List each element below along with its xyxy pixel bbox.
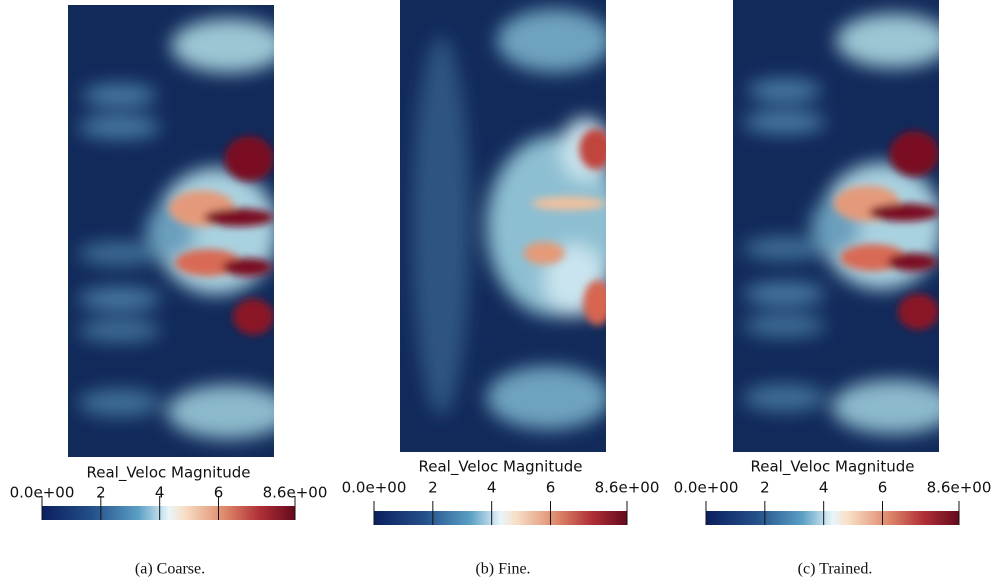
- field-blob: [868, 203, 939, 222]
- field-image: [733, 0, 939, 452]
- colorbar-tick-label: 0.0e+00: [674, 479, 739, 497]
- field-blob: [747, 79, 822, 102]
- colorbar: [42, 506, 295, 520]
- field-blob: [743, 282, 826, 306]
- field-blob: [232, 298, 274, 335]
- field-blob: [523, 241, 565, 265]
- field-image: [400, 0, 606, 452]
- hot-layer: [523, 128, 606, 326]
- field-blob: [897, 293, 939, 330]
- colorbar: [374, 511, 627, 525]
- panel: Real_Veloc Magnitude 0.0e+00 2 4 6 8.6e+00 (b)…: [342, 0, 660, 578]
- field-blob: [496, 9, 606, 73]
- colorbar-tick-label: 2: [428, 479, 438, 497]
- field-blob: [78, 319, 161, 342]
- field-blob: [486, 366, 606, 430]
- colorbar-tick-label: 0.0e+00: [10, 484, 75, 502]
- panel: Real_Veloc Magnitude 0.0e+00 2 4 6 8.6e+00 (a)…: [10, 5, 328, 578]
- field-blob: [78, 115, 161, 139]
- field-blob: [889, 131, 939, 177]
- caption: (a) Coarse.: [135, 561, 205, 578]
- colorbar-tick-label: 4: [819, 479, 829, 497]
- colorbar-tick-label: 8.6e+00: [927, 479, 992, 497]
- field-image: [68, 5, 274, 457]
- field-blob: [579, 128, 606, 170]
- field-blob: [743, 237, 826, 260]
- field-blob: [831, 379, 939, 434]
- field-blob: [224, 136, 274, 182]
- colorbar-tick-label: 8.6e+00: [263, 484, 328, 502]
- field-blob: [412, 36, 471, 416]
- field-blob: [743, 314, 826, 337]
- field-blob: [222, 258, 272, 277]
- field-blob: [78, 389, 161, 417]
- colorbar-tick-label: 6: [214, 484, 224, 502]
- soft-layer: [412, 9, 606, 430]
- field-blob: [82, 84, 157, 107]
- caption: (b) Fine.: [475, 561, 530, 578]
- field-blob: [887, 253, 937, 272]
- colorbar-tick-label: 8.6e+00: [595, 479, 660, 497]
- colorbar-title: Real_Veloc Magnitude: [419, 458, 583, 477]
- colorbar-title: Real_Veloc Magnitude: [87, 464, 251, 483]
- caption: (c) Trained.: [798, 561, 873, 578]
- field-blob: [78, 242, 161, 265]
- field-blob: [743, 110, 826, 134]
- hot-layer: [833, 131, 939, 330]
- colorbar-tick-label: 2: [760, 479, 770, 497]
- hot-layer: [168, 136, 274, 335]
- colorbar-tick-label: 4: [155, 484, 165, 502]
- colorbar: [706, 511, 959, 525]
- field-blob: [743, 384, 826, 412]
- colorbar-tick-label: 2: [96, 484, 106, 502]
- colorbar-title: Real_Veloc Magnitude: [751, 458, 915, 477]
- colorbar-tick-label: 6: [546, 479, 556, 497]
- field-blob: [203, 208, 274, 227]
- colorbar-tick-label: 0.0e+00: [342, 479, 407, 497]
- field-blob: [531, 196, 606, 211]
- colorbar-tick-label: 4: [487, 479, 497, 497]
- panel: Real_Veloc Magnitude 0.0e+00 2 4 6 8.6e+00 (c)…: [674, 0, 992, 578]
- colorbar-tick-label: 6: [878, 479, 888, 497]
- field-blob: [78, 287, 161, 311]
- field-blob: [836, 13, 939, 68]
- field-blob: [583, 280, 606, 326]
- field-blob: [171, 18, 274, 73]
- field-blob: [166, 384, 274, 439]
